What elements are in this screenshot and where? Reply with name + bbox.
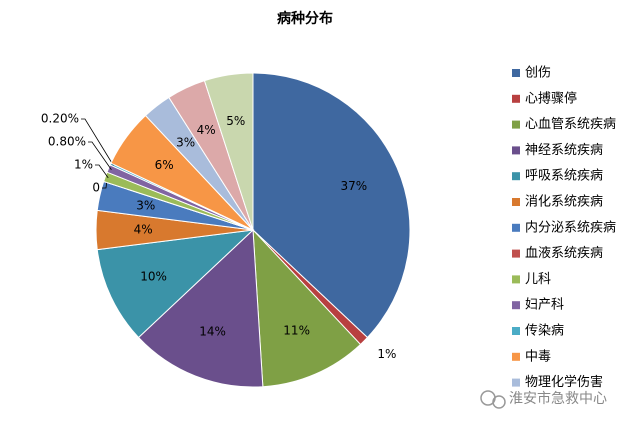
legend-swatch xyxy=(512,378,520,387)
pie-slice xyxy=(252,72,411,339)
legend-swatch xyxy=(512,94,520,103)
data-label: 1% xyxy=(74,158,93,172)
data-label: 0.20% xyxy=(41,112,79,126)
legend-swatch xyxy=(512,69,520,77)
chart-title: 病种分布 xyxy=(277,10,333,27)
data-label: 4% xyxy=(197,123,216,137)
data-label: 0 xyxy=(92,181,100,195)
leader-line xyxy=(88,141,112,171)
legend-label: 传染病 xyxy=(525,324,564,339)
legend-label: 妇产科 xyxy=(525,297,564,313)
watermark: 淮安市急救中心 xyxy=(509,390,607,407)
legend-label: 心血管系统疾病 xyxy=(525,117,616,132)
data-label: 5% xyxy=(226,114,245,128)
data-label: 6% xyxy=(155,158,174,172)
data-label: 11% xyxy=(283,323,310,337)
data-label: 4% xyxy=(134,223,153,237)
data-label: 10% xyxy=(140,269,167,283)
data-label: 1% xyxy=(377,347,396,361)
legend-label: 呼吸系统疾病 xyxy=(525,169,603,184)
data-label: 14% xyxy=(199,325,226,339)
legend-swatch xyxy=(512,223,520,232)
legend-label: 血液系统疾病 xyxy=(525,246,603,261)
legend-swatch xyxy=(512,275,520,284)
legend-swatch xyxy=(512,198,520,206)
legend-swatch xyxy=(512,172,520,181)
pie-slice xyxy=(96,229,255,339)
leader-line xyxy=(81,118,114,166)
watermark-icon xyxy=(480,390,506,409)
leader-line xyxy=(95,164,109,179)
legend-label: 消化系统疾病 xyxy=(525,195,603,210)
pie-slice xyxy=(252,228,362,388)
legend-label: 物理化学伤害 xyxy=(525,374,603,390)
data-label: 37% xyxy=(341,179,368,193)
data-label: 3% xyxy=(176,136,195,150)
pie-slice xyxy=(137,228,264,388)
legend-swatch xyxy=(512,120,520,129)
data-label: 0.80% xyxy=(48,135,86,149)
legend-label: 内分泌系统疾病 xyxy=(525,219,616,235)
legend-label: 神经系统疾病 xyxy=(525,143,603,158)
legend-swatch xyxy=(512,352,520,361)
legend-label: 中毒 xyxy=(525,349,551,364)
legend-label: 心搏骤停 xyxy=(525,90,577,106)
legend-swatch xyxy=(512,327,520,335)
data-label: 3% xyxy=(136,199,155,213)
legend-swatch xyxy=(512,301,520,310)
legend-swatch xyxy=(512,249,520,258)
legend-label: 创伤 xyxy=(525,66,551,81)
legend-swatch xyxy=(512,146,520,155)
pie-slice xyxy=(203,72,254,231)
leader-line xyxy=(102,182,108,189)
legend-label: 儿科 xyxy=(525,272,551,287)
